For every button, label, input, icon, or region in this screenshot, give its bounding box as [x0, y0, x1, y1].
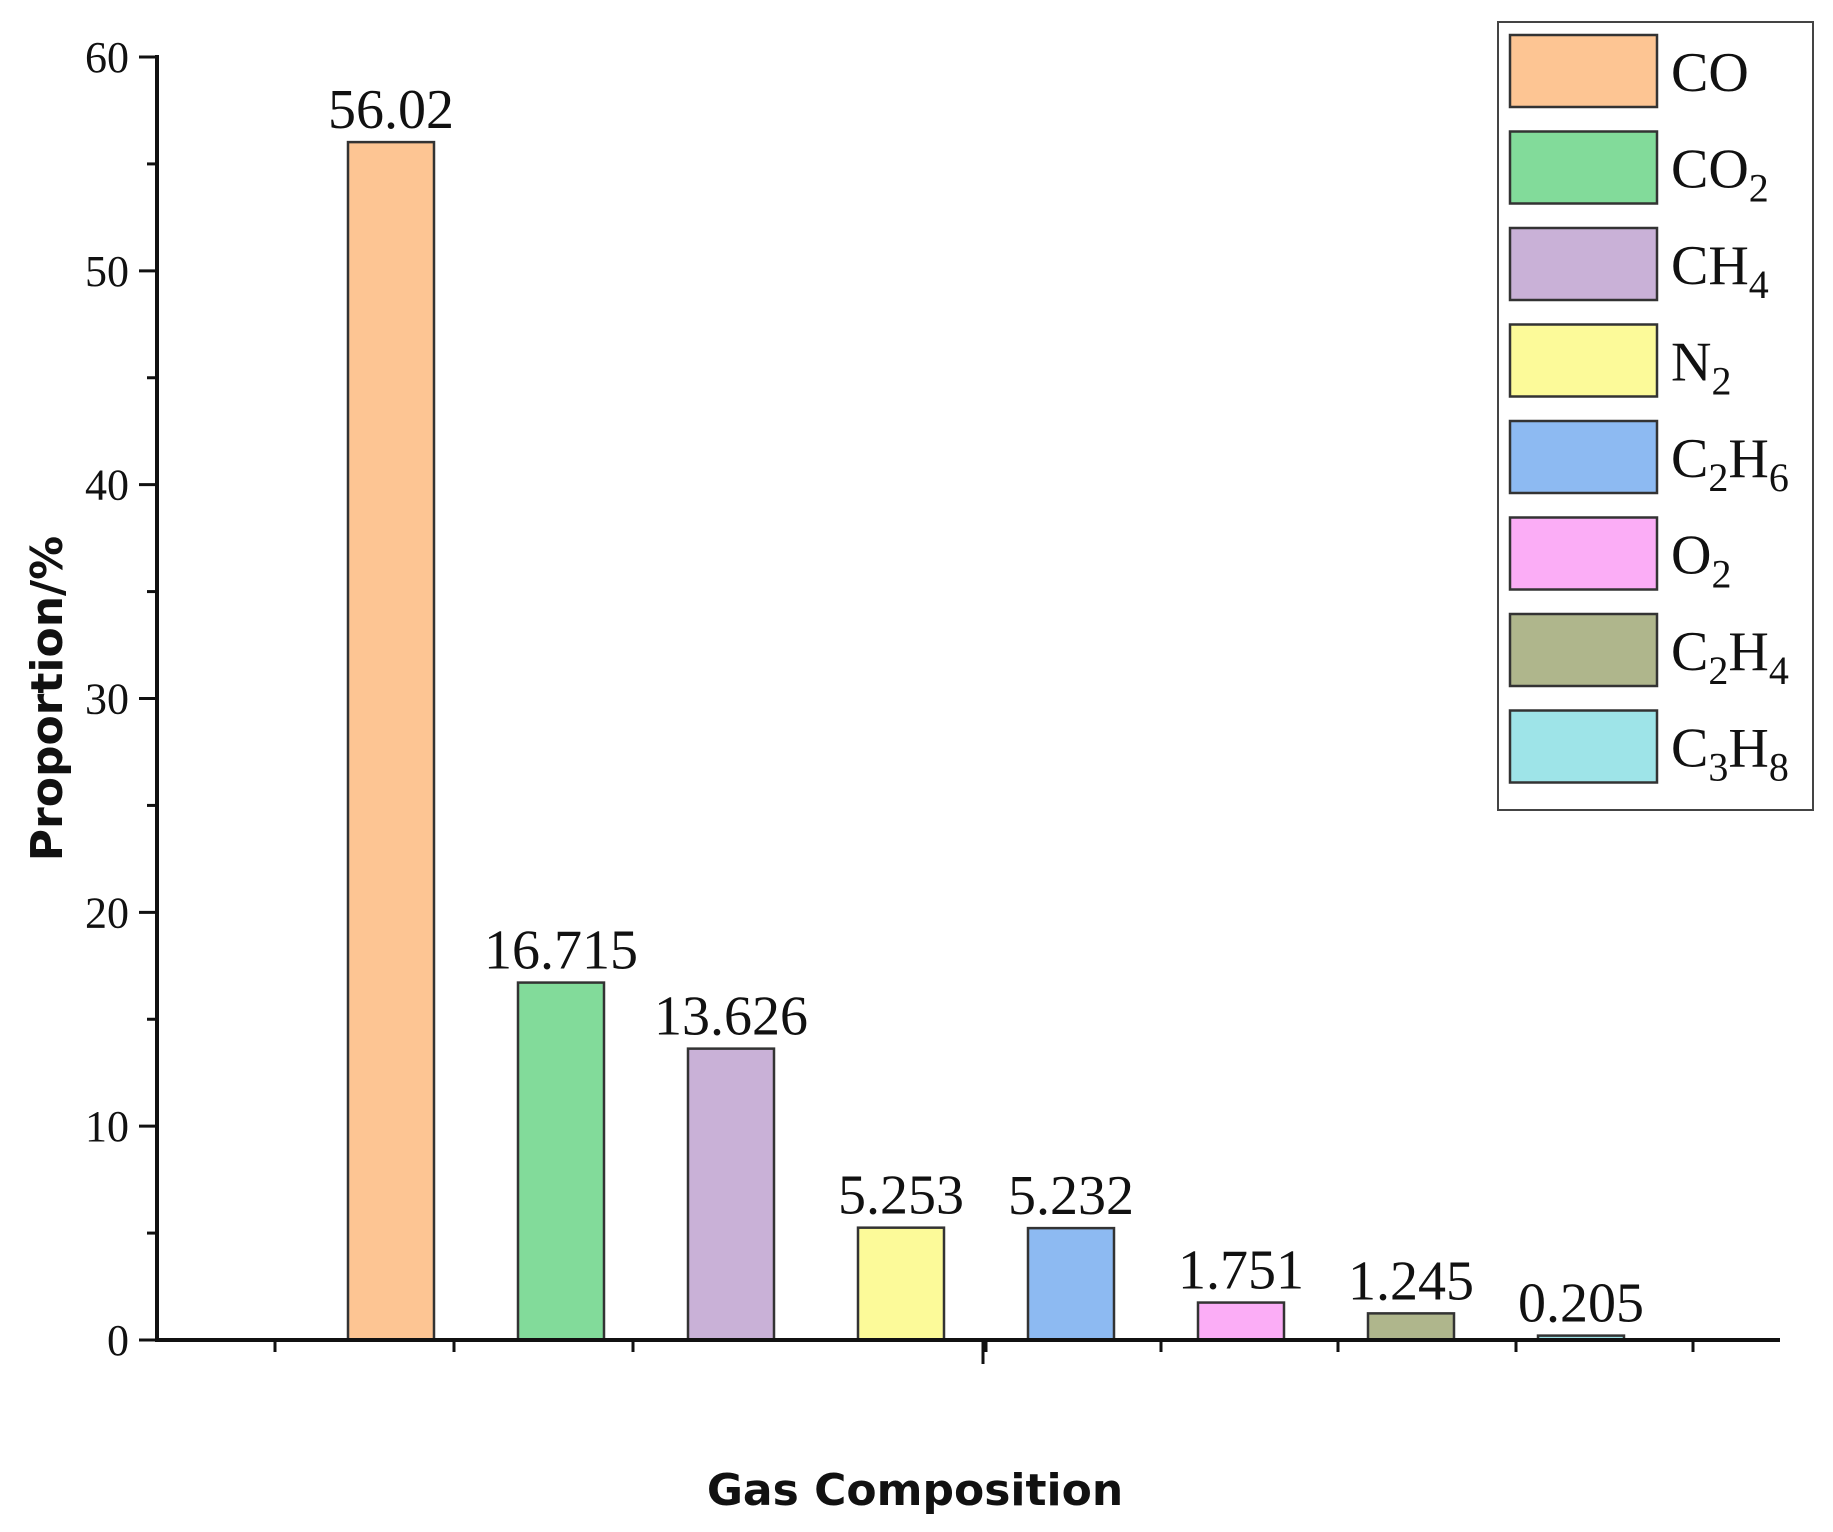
y-tick-label: 60	[85, 33, 129, 82]
y-tick-label: 10	[85, 1102, 129, 1151]
x-axis-title: Gas Composition	[707, 1465, 1123, 1516]
legend-swatch-co	[1508, 33, 1659, 109]
value-label-c2h4: 1.245	[1348, 1250, 1474, 1312]
bar-n2	[856, 1226, 946, 1342]
legend-label-o2: O2​	[1671, 525, 1731, 597]
legend-swatch-c2h6	[1508, 419, 1659, 495]
legend-label-co2: CO2​	[1671, 139, 1769, 211]
legend-label-c2h6: C2​H6​	[1671, 428, 1789, 500]
legend-label-co: CO	[1671, 42, 1749, 104]
value-label-co: 56.02	[328, 79, 454, 141]
value-label-n2: 5.253	[838, 1165, 964, 1227]
legend-swatch-o2	[1508, 516, 1659, 591]
y-axis-title: Proportion/%	[22, 536, 73, 861]
y-axis-ticks: 0 10 20 30 40 50 60	[85, 33, 157, 1365]
legend-swatch-c3h8	[1508, 709, 1659, 784]
y-tick-label: 20	[85, 888, 129, 937]
legend-swatch-ch4	[1508, 226, 1659, 302]
legend-label-c2h4: C2​H4​	[1671, 621, 1789, 693]
bar-co2	[516, 981, 606, 1342]
value-labels: 56.02 16.715 13.626 5.253 5.232 1.751 1.245 0.2…	[328, 79, 1644, 1335]
value-label-o2: 1.751	[1178, 1240, 1304, 1302]
legend-label-c3h8: C3​H8​	[1671, 718, 1789, 790]
y-tick-label: 30	[85, 675, 129, 724]
bar-ch4	[686, 1047, 776, 1342]
value-label-c2h6: 5.232	[1008, 1165, 1134, 1227]
bar-c2h4	[1366, 1312, 1456, 1342]
bars	[346, 140, 1626, 1342]
y-tick-label: 50	[85, 247, 129, 296]
legend: CO CO2​ CH4​ N2​ C2​H6​ O2​ C2​H4​ C3​H8​	[1497, 21, 1814, 811]
legend-swatch-co2	[1508, 130, 1659, 205]
value-label-ch4: 13.626	[654, 986, 808, 1048]
value-label-co2: 16.715	[484, 920, 638, 982]
y-tick-label: 0	[107, 1316, 129, 1365]
value-label-c3h8: 0.205	[1518, 1273, 1644, 1335]
legend-label-n2: N2​	[1671, 332, 1731, 404]
y-tick-label: 40	[85, 461, 129, 510]
bar-o2	[1196, 1301, 1286, 1342]
x-axis-ticks	[273, 1340, 1695, 1364]
legend-swatch-n2	[1508, 323, 1659, 398]
legend-swatch-c2h4	[1508, 612, 1659, 688]
bar-c2h6	[1026, 1226, 1116, 1342]
legend-label-ch4: CH4​	[1671, 235, 1769, 307]
bar-co	[346, 140, 436, 1342]
